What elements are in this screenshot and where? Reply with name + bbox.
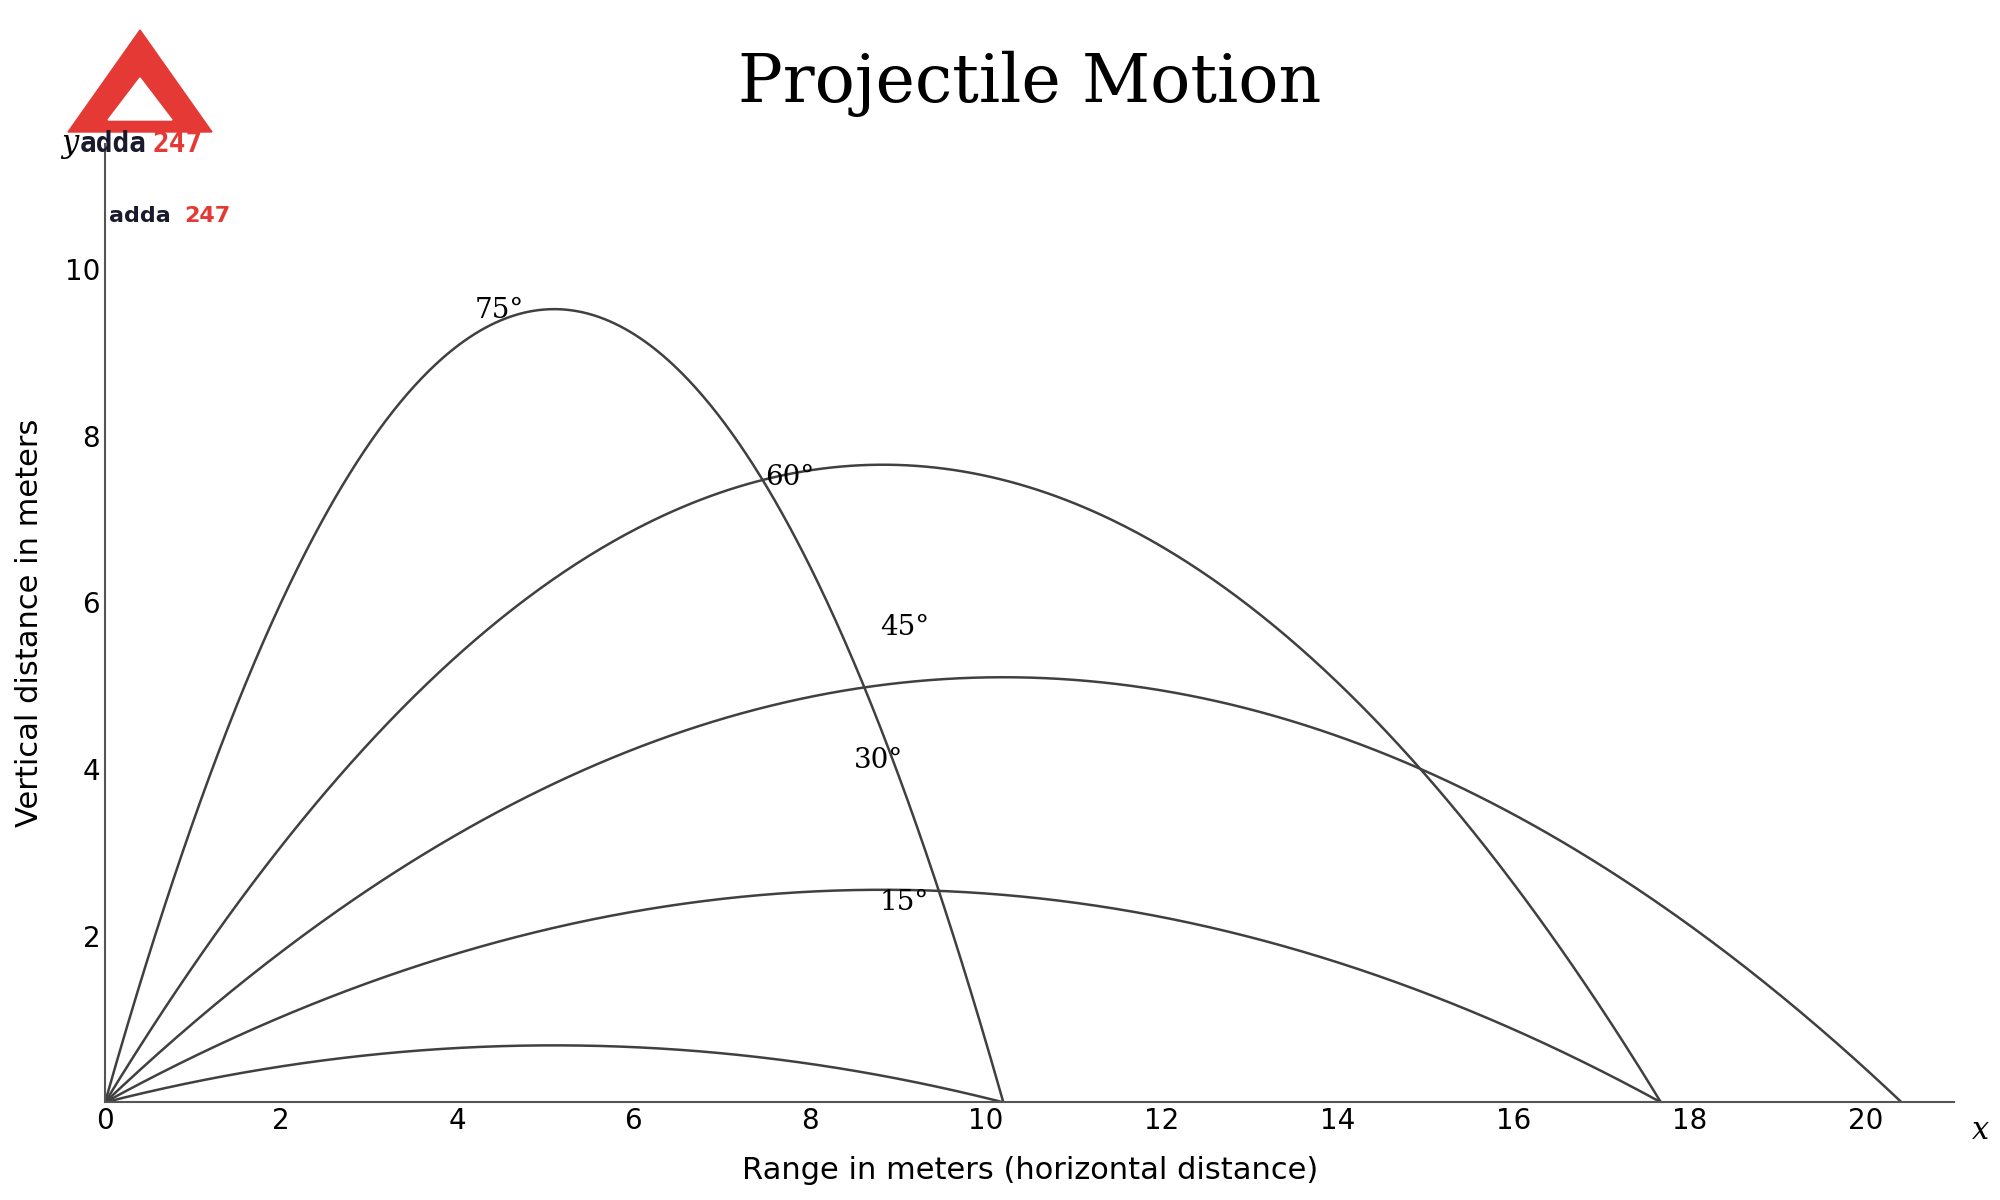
Polygon shape (68, 30, 212, 132)
Y-axis label: Vertical distance in meters: Vertical distance in meters (16, 419, 44, 827)
Text: 45°: 45° (880, 613, 930, 641)
Text: 247: 247 (184, 206, 230, 226)
Text: adda: adda (80, 130, 148, 158)
Text: 15°: 15° (880, 889, 930, 916)
Title: Projectile Motion: Projectile Motion (738, 50, 1322, 118)
Text: 30°: 30° (854, 748, 902, 774)
Text: x: x (1972, 1115, 1990, 1146)
Text: y: y (62, 128, 78, 160)
Text: 60°: 60° (766, 463, 814, 491)
Text: 75°: 75° (474, 298, 524, 324)
Text: adda: adda (110, 206, 170, 226)
Text: 247: 247 (152, 130, 202, 158)
X-axis label: Range in meters (horizontal distance): Range in meters (horizontal distance) (742, 1156, 1318, 1186)
Polygon shape (108, 78, 172, 120)
